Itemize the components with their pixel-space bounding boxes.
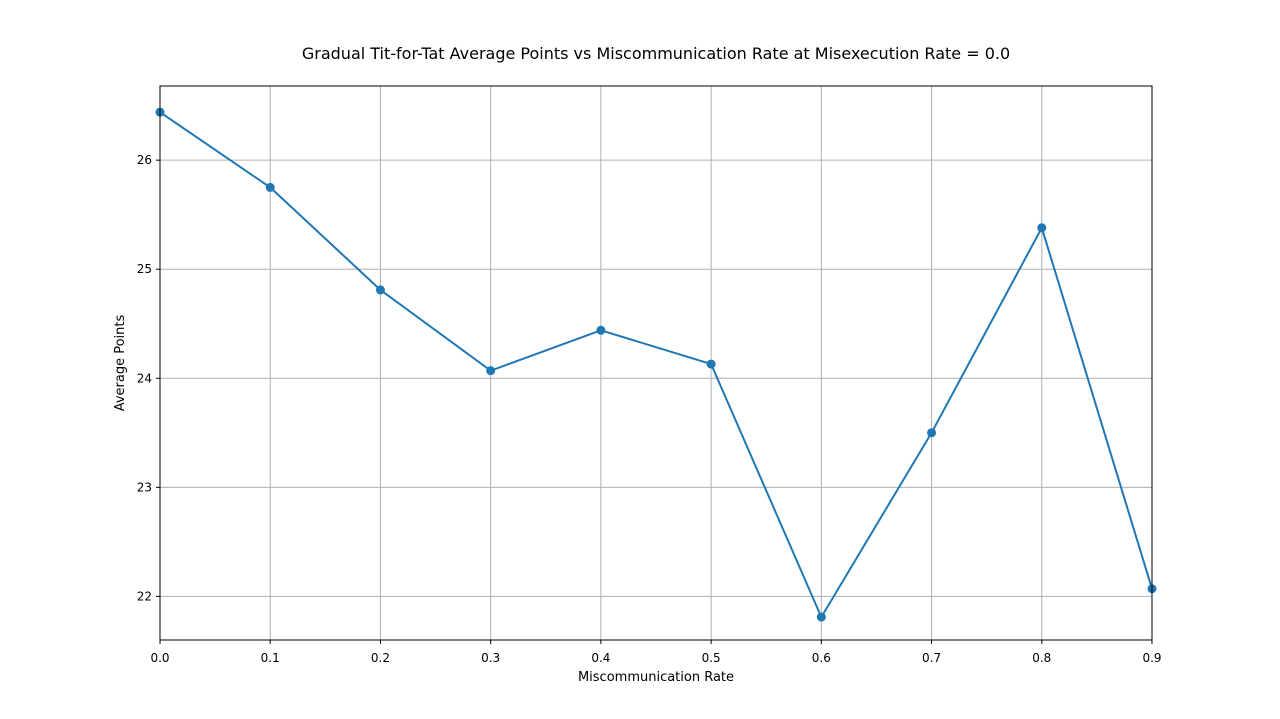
data-point xyxy=(265,182,275,192)
y-tick-label: 24 xyxy=(137,371,152,385)
x-tick-label: 0.9 xyxy=(1142,651,1161,665)
x-tick-label: 0.2 xyxy=(371,651,390,665)
data-point xyxy=(596,325,606,335)
series-layer xyxy=(155,107,1157,622)
data-point xyxy=(486,366,496,376)
x-tick-label: 0.8 xyxy=(1032,651,1051,665)
x-tick-label: 0.4 xyxy=(591,651,610,665)
x-tick-label: 0.6 xyxy=(812,651,831,665)
data-point xyxy=(816,612,826,622)
x-tick-label: 0.5 xyxy=(702,651,721,665)
y-tick-label: 26 xyxy=(137,153,152,167)
axis-ticks: 0.0 0.1 0.2 0.3 0.4 0.5 0.6 0.7 0.8 0.9 22 23 24 25 26 xyxy=(137,153,1162,665)
x-tick-label: 0.0 xyxy=(150,651,169,665)
data-point xyxy=(375,285,385,295)
x-tick-label: 0.7 xyxy=(922,651,941,665)
x-tick-label: 0.1 xyxy=(261,651,280,665)
data-point xyxy=(1037,223,1047,233)
y-axis-label: Average Points xyxy=(113,314,128,411)
y-tick-label: 23 xyxy=(137,480,152,494)
data-point xyxy=(706,359,716,369)
data-point xyxy=(927,428,937,438)
chart-title: Gradual Tit-for-Tat Average Points vs Mi… xyxy=(302,44,1010,63)
x-tick-label: 0.3 xyxy=(481,651,500,665)
y-tick-label: 22 xyxy=(137,589,152,603)
x-axis-label: Miscommunication Rate xyxy=(578,670,734,685)
series-line xyxy=(159,111,1153,620)
plot-frame xyxy=(159,85,1153,641)
y-tick-label: 25 xyxy=(137,262,152,276)
grid-lines xyxy=(159,86,1153,640)
